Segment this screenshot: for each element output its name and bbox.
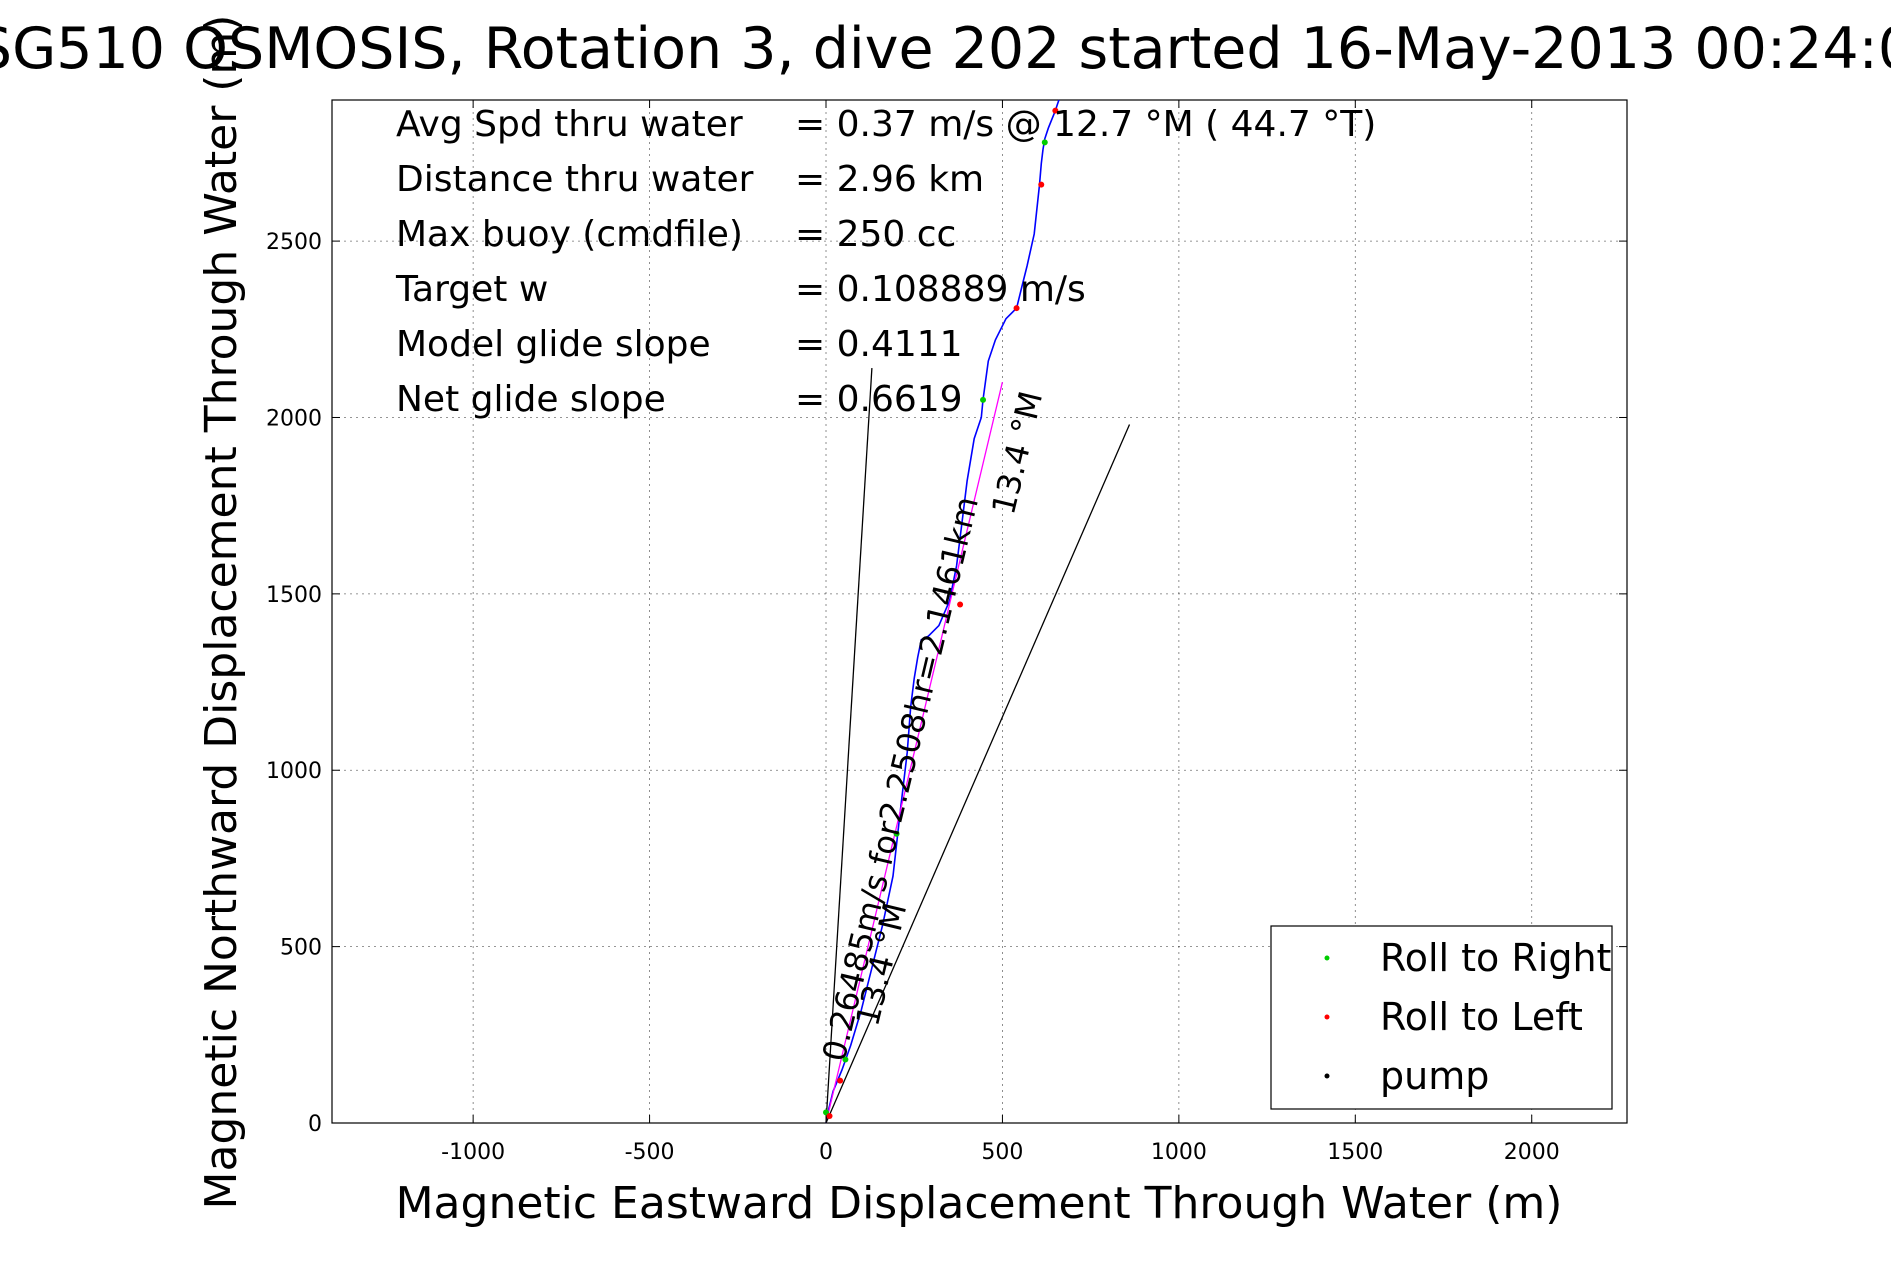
series-layer [825, 99, 1131, 1124]
info-label: Distance thru water [396, 159, 754, 200]
y-tick-label: 2500 [266, 230, 322, 255]
y-tick-label: 2000 [266, 406, 322, 431]
data-point [842, 1056, 849, 1063]
data-point [1052, 107, 1059, 114]
x-tick-label: 500 [981, 1140, 1023, 1165]
info-value: = 0.6619 [795, 379, 963, 420]
data-point [837, 1077, 844, 1084]
y-tick-label: 1000 [266, 759, 322, 784]
info-value: = 2.96 km [795, 159, 984, 200]
legend-marker [1324, 955, 1330, 961]
series-line-bound-left [825, 368, 873, 1124]
chart-title: SG510 OSMOSIS, Rotation 3, dive 202 star… [0, 16, 1891, 82]
info-value: = 250 cc [795, 214, 956, 255]
heading-annotation: 0.26485m/s for2.2508hr=2.1461km [815, 493, 986, 1065]
x-tick-label: -1000 [441, 1140, 505, 1165]
legend: Roll to Right Roll to Left pump [1270, 925, 1613, 1110]
series-line-track [825, 99, 1060, 1124]
data-point [1013, 305, 1020, 312]
data-point [980, 396, 987, 403]
data-point [826, 1112, 833, 1119]
heading-annotation: 13.4 °M [984, 388, 1050, 518]
x-axis-label: Magnetic Eastward Displacement Through W… [396, 1178, 1563, 1229]
series-line-heading [825, 382, 1004, 1124]
x-tick-label: -500 [625, 1140, 675, 1165]
info-label: Model glide slope [396, 324, 711, 365]
legend-label: Roll to Left [1380, 995, 1583, 1039]
x-tick-label: 0 [819, 1140, 833, 1165]
info-value: = 0.4111 [795, 324, 963, 365]
info-label: Target w [395, 269, 548, 310]
info-label: Net glide slope [396, 379, 666, 420]
plot-frame [331, 99, 1628, 1124]
data-point [1038, 181, 1045, 188]
y-tick-label: 1500 [266, 583, 322, 608]
data-point [893, 830, 900, 837]
legend-label: pump [1380, 1054, 1489, 1098]
y-axis-label: Magnetic Northward Displacement Through … [196, 15, 247, 1210]
x-axis-ticks: -1000 -500 0 500 1000 1500 2000 [441, 100, 1560, 1165]
data-point [1041, 139, 1048, 146]
x-tick-label: 1000 [1151, 1140, 1207, 1165]
legend-label: Roll to Right [1380, 936, 1611, 980]
info-label: Avg Spd thru water [396, 104, 743, 145]
points-layer [823, 107, 1059, 1119]
info-value: = 0.108889 m/s [795, 269, 1086, 310]
y-tick-label: 500 [280, 936, 322, 961]
y-axis-ticks: 0 500 1000 1500 2000 2500 [266, 230, 1627, 1137]
data-point [957, 601, 964, 608]
y-tick-label: 0 [308, 1112, 322, 1137]
info-label: Max buoy (cmdfile) [396, 214, 743, 255]
legend-marker [1324, 1014, 1330, 1020]
x-tick-label: 1500 [1327, 1140, 1383, 1165]
info-table: Avg Spd thru water = 0.37 m/s @ 12.7 °M (… [395, 104, 1376, 420]
x-tick-label: 2000 [1504, 1140, 1560, 1165]
series-line-bound-right [825, 424, 1131, 1124]
legend-marker [1324, 1073, 1330, 1079]
info-value: = 0.37 m/s @ 12.7 °M ( 44.7 °T) [795, 104, 1376, 145]
